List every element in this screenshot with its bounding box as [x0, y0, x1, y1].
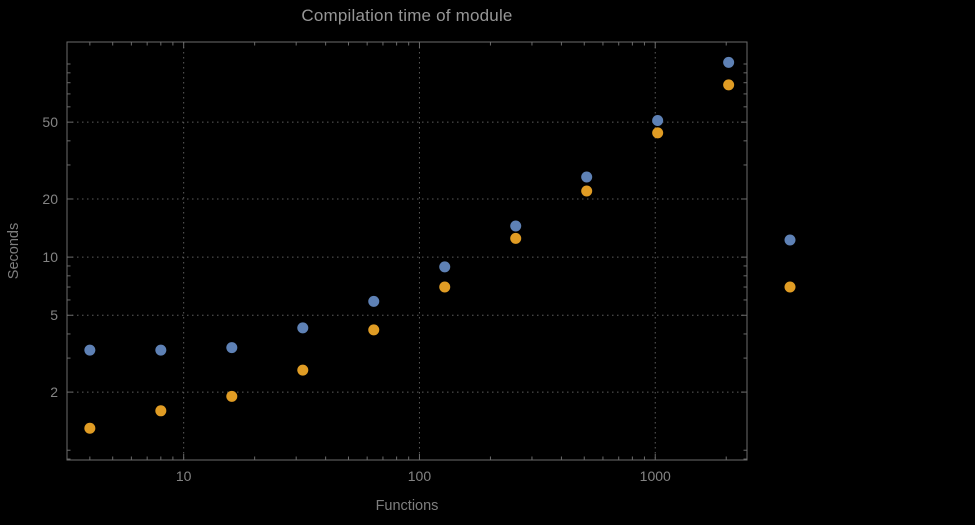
x-tick-label: 100 — [408, 468, 432, 484]
data-point-series-1-blue — [439, 261, 451, 273]
chart-title: Compilation time of module — [301, 6, 513, 25]
data-point-series-2-orange — [297, 364, 309, 376]
x-axis-label: Functions — [375, 498, 439, 514]
data-points — [84, 56, 735, 434]
y-tick-labels: 2 5 10 20 50 — [42, 114, 58, 400]
x-tick-labels: 10 100 1000 — [176, 468, 671, 484]
legend-marker-series2 — [784, 281, 796, 293]
data-point-series-2-orange — [439, 281, 451, 293]
y-tick-label: 20 — [42, 191, 58, 207]
data-point-series-1-blue — [652, 114, 664, 126]
data-point-series-2-orange — [84, 422, 96, 434]
x-tick-label: 10 — [176, 468, 192, 484]
legend-markers — [784, 234, 796, 293]
data-point-series-1-blue — [84, 344, 96, 356]
data-point-series-1-blue — [226, 342, 238, 354]
data-point-series-1-blue — [297, 322, 309, 334]
frame-border — [66, 41, 748, 461]
tick-marks — [67, 42, 747, 460]
data-point-series-1-blue — [155, 344, 167, 356]
data-point-series-2-orange — [226, 390, 238, 402]
data-point-series-2-orange — [581, 185, 593, 197]
y-tick-label: 10 — [42, 249, 58, 265]
data-point-series-1-blue — [368, 295, 380, 307]
y-tick-label: 2 — [50, 384, 58, 400]
legend-marker-series1 — [784, 234, 796, 246]
data-point-series-1-blue — [723, 56, 735, 68]
data-point-series-2-orange — [652, 127, 664, 139]
data-point-series-1-blue — [581, 171, 593, 183]
gridlines — [67, 42, 747, 460]
data-point-series-2-orange — [155, 405, 167, 417]
data-point-series-2-orange — [368, 324, 380, 336]
y-tick-label: 5 — [50, 307, 58, 323]
plot-frame — [66, 41, 748, 461]
data-point-series-2-orange — [510, 232, 522, 244]
data-point-series-1-blue — [510, 220, 522, 232]
y-tick-label: 50 — [42, 114, 58, 130]
x-tick-label: 1000 — [640, 468, 671, 484]
data-point-series-2-orange — [723, 79, 735, 91]
